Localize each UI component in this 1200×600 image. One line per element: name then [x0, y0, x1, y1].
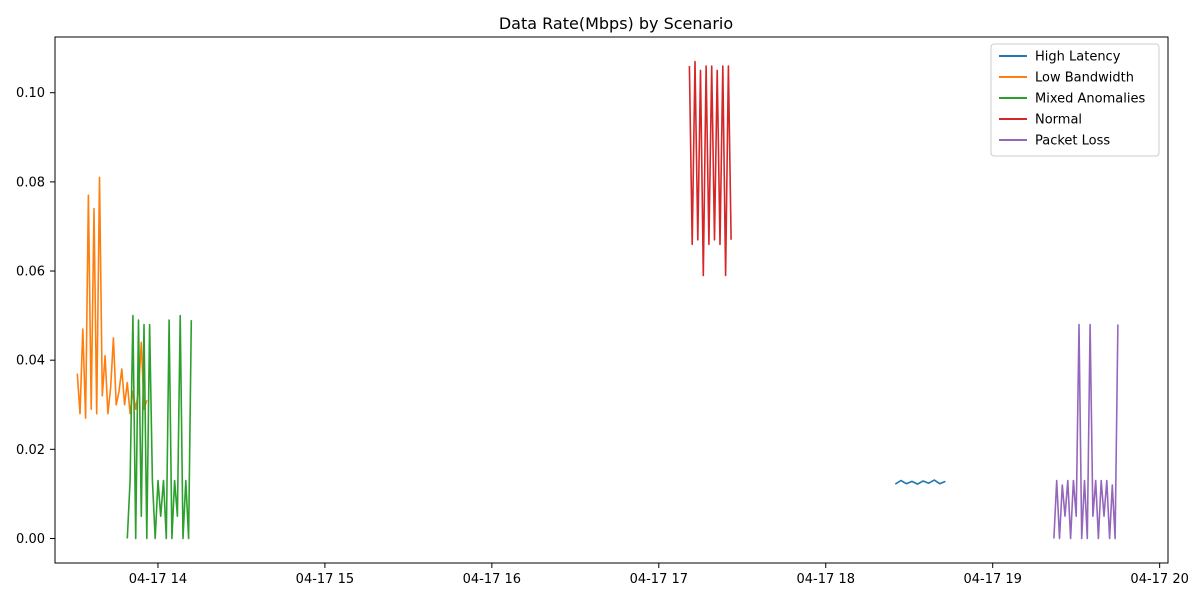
y-tick-label: 0.08	[16, 175, 45, 190]
x-tick-label: 04-17 15	[296, 572, 354, 587]
legend-label: Low Bandwidth	[1035, 71, 1134, 86]
series-line-high-latency	[894, 479, 946, 485]
plot-area	[76, 60, 1119, 540]
series-line-mixed-anomalies	[126, 314, 193, 540]
y-tick-label: 0.10	[16, 86, 45, 101]
series-line-packet-loss	[1053, 323, 1119, 540]
legend-label: High Latency	[1035, 50, 1121, 65]
x-tick-label: 04-17 16	[463, 572, 521, 587]
x-tick-label: 04-17 17	[630, 572, 688, 587]
y-tick-label: 0.02	[16, 443, 45, 458]
y-tick-label: 0.00	[16, 532, 45, 547]
series-line-low-bandwidth	[76, 176, 148, 419]
x-tick-label: 04-17 19	[963, 572, 1021, 587]
legend-label: Packet Loss	[1035, 134, 1110, 149]
y-axis: 0.00 0.02 0.04 0.06 0.08 0.10	[16, 86, 55, 547]
x-tick-label: 04-17 20	[1130, 572, 1188, 587]
chart-title: Data Rate(Mbps) by Scenario	[499, 14, 733, 33]
legend: High Latency Low Bandwidth Mixed Anomalies…	[990, 43, 1160, 157]
y-tick-label: 0.06	[16, 265, 45, 280]
x-tick-label: 04-17 14	[129, 572, 187, 587]
legend-label: Normal	[1035, 113, 1082, 128]
series-line-normal	[688, 60, 732, 277]
plot-frame	[54, 36, 1169, 564]
y-tick-label: 0.04	[16, 354, 45, 369]
x-tick-label: 04-17 18	[797, 572, 855, 587]
legend-box	[990, 43, 1160, 157]
x-axis: 04-17 14 04-17 15 04-17 16 04-17 17 04-17 18…	[129, 563, 1189, 587]
legend-label: Mixed Anomalies	[1035, 92, 1145, 107]
